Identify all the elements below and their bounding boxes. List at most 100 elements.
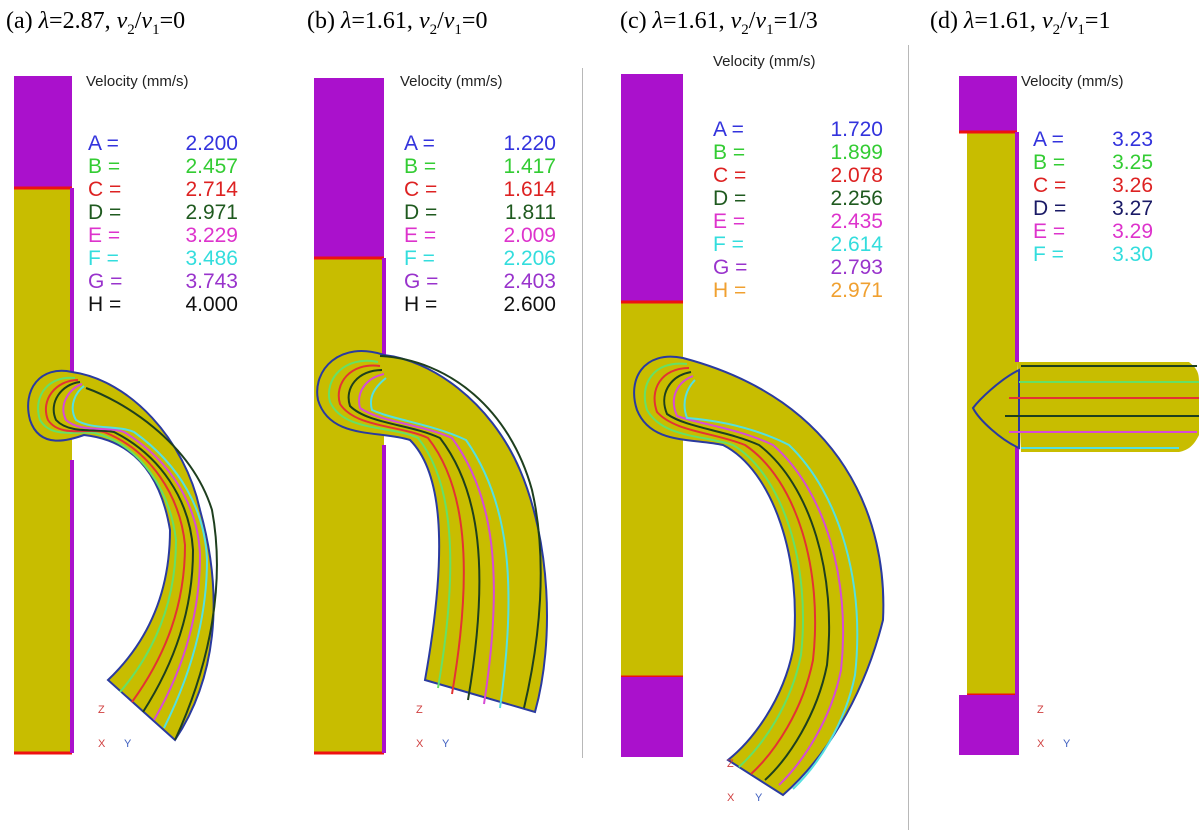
axis-z-label: Z [416, 704, 423, 716]
streamline-b [37, 376, 178, 693]
legend-label: H = [88, 293, 122, 316]
caption-prefix: (c) [620, 8, 653, 34]
legend-value: 4.000 [185, 293, 238, 316]
legend-value: 1.899 [830, 141, 883, 164]
streamline-e [62, 383, 202, 721]
legend-value: 3.27 [1112, 197, 1153, 220]
legend-label: D = [404, 201, 438, 224]
caption-prefix: (d) [930, 8, 964, 34]
legend-label: F = [1033, 243, 1064, 266]
legend-row-h: H = 2.600 [404, 293, 556, 316]
legend-label: E = [1033, 220, 1066, 243]
legend-value: 3.29 [1112, 220, 1153, 243]
v1-subscript: 1 [766, 21, 774, 38]
velocity-title: Velocity (mm/s) [713, 53, 816, 70]
legend-row-c: C = 3.26 [1033, 174, 1153, 197]
axis-x-label: X [1037, 738, 1045, 750]
legend-label: F = [404, 247, 435, 270]
die-top [14, 76, 72, 188]
axis-y-label: Y [755, 792, 763, 804]
axis-x-label: X [727, 792, 735, 804]
v1-subscript: 1 [454, 21, 462, 38]
velocity-legend: A = 2.200 B = 2.457 C = 2.714 D = 2.971 E = 3… [88, 132, 238, 316]
workpiece-column [314, 258, 384, 753]
v2-subscript: 2 [127, 21, 135, 38]
simulation-figure-b [314, 78, 548, 755]
caption-prefix: (a) [6, 8, 39, 34]
caption-d: (d) λ=1.61, v2/v1=1 [930, 8, 1110, 39]
simulation-figure-d [959, 76, 1199, 755]
lambda-value: =1.61, [351, 8, 419, 34]
panel-b: Velocity (mm/s) A = 1.220 B = 1.417 C = 1.6… [300, 40, 582, 830]
lambda-symbol: λ [38, 8, 50, 34]
simulation-figure-a [14, 76, 218, 755]
v2-subscript: 2 [1052, 21, 1061, 38]
die-wall-lower [382, 445, 386, 753]
ratio-value: =0 [461, 8, 488, 34]
panel-a: Velocity (mm/s) A = 2.200 B = 2.457 C = 2.7… [0, 40, 300, 830]
legend-value: 2.206 [503, 247, 556, 270]
v1-symbol: v [443, 8, 455, 34]
legend-row-f: F = 2.614 [713, 233, 883, 256]
lambda-symbol: λ [340, 8, 352, 34]
panel-separator-bc [582, 68, 583, 758]
legend-label: F = [713, 233, 744, 256]
legend-label: G = [404, 270, 439, 293]
streamline-e [672, 375, 845, 786]
legend-label: E = [404, 224, 437, 247]
ratio-slash: / [748, 8, 756, 34]
legend-label: B = [1033, 151, 1066, 174]
legend-value: 2.009 [503, 224, 556, 247]
streamline-e [358, 373, 495, 705]
legend-value: 2.614 [830, 233, 883, 256]
legend-value: 1.220 [503, 132, 556, 155]
legend-row-e: E = 3.229 [88, 224, 238, 247]
axis-y-label: Y [442, 738, 450, 750]
legend-value: 3.229 [185, 224, 238, 247]
legend-row-e: E = 2.435 [713, 210, 883, 233]
legend-value: 1.417 [503, 155, 556, 178]
legend-label: G = [88, 270, 123, 293]
legend-value: 2.403 [503, 270, 556, 293]
legend-row-c: C = 2.714 [88, 178, 238, 201]
streamline-d [52, 381, 195, 713]
legend-label: H = [404, 293, 438, 316]
axis-x-label: X [98, 738, 106, 750]
legend-row-b: B = 2.457 [88, 155, 238, 178]
legend-label: A = [1033, 128, 1064, 151]
legend-value: 2.200 [185, 132, 238, 155]
velocity-title: Velocity (mm/s) [400, 73, 503, 90]
legend-label: H = [713, 279, 747, 302]
legend-row-g: G = 2.793 [713, 256, 883, 279]
legend-row-b: B = 1.899 [713, 141, 883, 164]
legend-label: C = [1033, 174, 1067, 197]
velocity-title: Velocity (mm/s) [1021, 73, 1124, 90]
axis-z-label: Z [727, 758, 734, 770]
legend-value: 2.600 [503, 293, 556, 316]
legend-label: A = [404, 132, 435, 155]
v1-symbol: v [1066, 8, 1078, 34]
legend-label: B = [713, 141, 746, 164]
legend-value: 1.811 [505, 201, 556, 224]
streamline-b [643, 362, 804, 768]
legend-label: E = [713, 210, 746, 233]
legend-row-g: G = 3.743 [88, 270, 238, 293]
legend-label: E = [88, 224, 121, 247]
streamline-b [327, 359, 452, 689]
velocity-legend: A = 1.220 B = 1.417 C = 1.614 D = 1.811 E = 2… [404, 132, 556, 316]
ratio-slash: / [134, 8, 142, 34]
v1-symbol: v [141, 8, 153, 34]
legend-value: 2.971 [185, 201, 238, 224]
v2-subscript: 2 [429, 21, 438, 38]
legend-row-a: A = 2.200 [88, 132, 238, 155]
lambda-symbol: λ [963, 8, 975, 34]
v2-subscript: 2 [741, 21, 749, 38]
streamline-c [337, 364, 465, 695]
streamline-f [71, 385, 209, 729]
legend-row-d: D = 1.811 [404, 201, 556, 224]
legend-row-g: G = 2.403 [404, 270, 556, 293]
caption-prefix: (b) [307, 8, 341, 34]
v1-subscript: 1 [1077, 21, 1085, 38]
legend-label: C = [713, 164, 747, 187]
legend-label: A = [713, 118, 744, 141]
